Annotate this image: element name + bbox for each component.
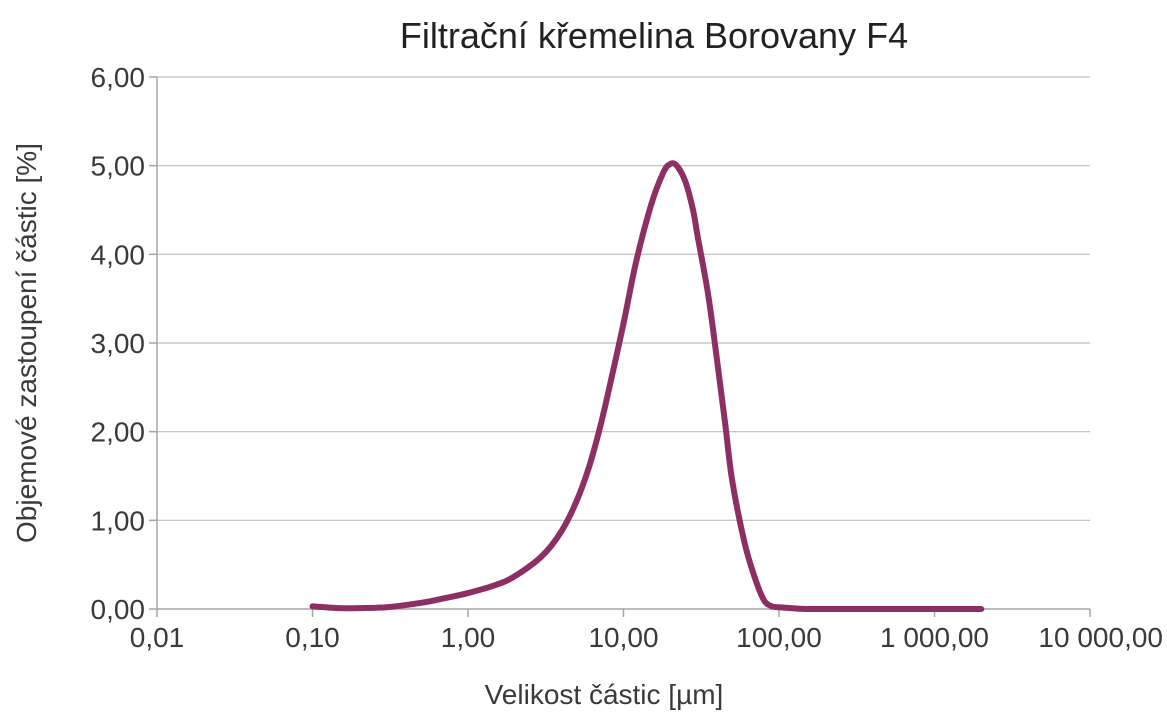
y-tick-label: 3,00 bbox=[91, 328, 146, 359]
tick-labels: 0,00 1,00 2,00 3,00 4,00 5,00 6,00 0,01 0,10 1,00… bbox=[91, 62, 1164, 653]
x-tick-label: 100,00 bbox=[736, 622, 822, 653]
chart-title: Filtrační křemelina Borovany F4 bbox=[400, 15, 908, 56]
series-layer bbox=[309, 160, 985, 613]
y-tick-label: 4,00 bbox=[91, 239, 146, 270]
x-tick-label: 1 000,00 bbox=[880, 622, 989, 653]
y-tick-label: 1,00 bbox=[91, 505, 146, 536]
y-tick-label: 2,00 bbox=[91, 417, 146, 448]
x-axis-title: Velikost částic [µm] bbox=[485, 679, 724, 710]
x-tick-label: 10,00 bbox=[588, 622, 658, 653]
x-tick-label: 10 000,00 bbox=[1038, 622, 1163, 653]
y-tick-label: 6,00 bbox=[91, 62, 146, 93]
x-tick-label: 0,01 bbox=[130, 622, 185, 653]
x-tick-label: 0,10 bbox=[285, 622, 340, 653]
y-tick-label: 5,00 bbox=[91, 151, 146, 182]
y-tick-label: 0,00 bbox=[91, 594, 146, 625]
grid-lines bbox=[157, 76, 1090, 521]
series-line bbox=[309, 160, 985, 613]
x-tick-label: 1,00 bbox=[441, 622, 496, 653]
y-axis-title: Objemové zastoupení částic [%] bbox=[11, 143, 42, 543]
